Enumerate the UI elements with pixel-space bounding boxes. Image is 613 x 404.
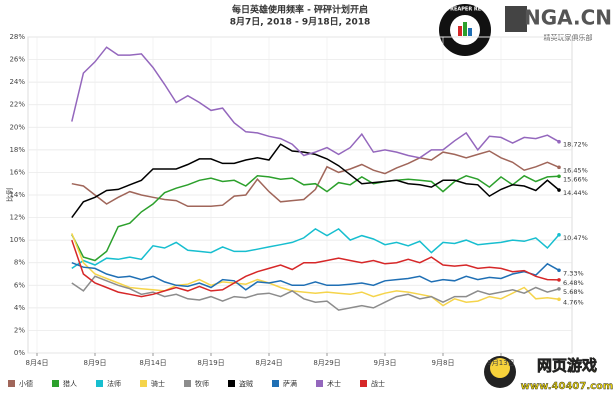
chart-subtitle: 8月7日, 2018 - 9月18日, 2018 [230,17,371,28]
line-series [71,275,560,311]
end-point [557,139,561,144]
end-point [557,174,561,179]
value-label: 7.33% [563,269,584,277]
end-point [557,233,561,237]
end-point [557,268,561,273]
x-tick-label: 8月9日 [84,359,107,367]
legend-label: 法师 [107,379,121,388]
x-tick-label: 8月14日 [139,359,166,367]
line-series [71,46,560,159]
reaper-text: DATA REAPER REPORT [434,7,497,13]
x-tick-label: 8月19日 [197,359,224,367]
legend-swatch [52,380,59,387]
end-point [557,165,561,170]
legend-label: 战士 [371,379,385,388]
y-tick-label: 14% [9,191,25,199]
legend-label: 盗贼 [239,379,253,388]
y-tick-label: 26% [9,56,25,64]
line-series [71,174,560,262]
value-label: 16.45% [563,166,588,174]
x-tick-label: 8月29日 [313,359,340,367]
legend-swatch [316,380,323,387]
value-label: 4.76% [563,298,584,306]
value-label: 5.68% [563,288,584,296]
y-tick-label: 28% [9,33,25,41]
legend-label: 萨满 [283,379,297,388]
y-tick-label: 18% [9,146,25,154]
end-point [557,188,561,192]
chart-title: 每日英雄使用频率 - 砰砰计划开启 [232,4,368,16]
legend-swatch [140,380,147,387]
line-series [71,150,560,208]
y-tick-label: 8% [14,259,25,267]
y-tick-label: 22% [9,101,25,109]
line-series [71,239,560,298]
legend-swatch [360,380,367,387]
value-label: 18.72% [563,141,588,149]
x-tick-label: 8月4日 [26,359,49,367]
legend-label: 骑士 [151,379,165,388]
y-tick-label: 20% [9,123,25,131]
x-tick-label: 8月24日 [255,359,282,367]
y-tick-label: 24% [9,78,25,86]
legend-swatch [228,380,235,387]
y-tick-label: 16% [9,168,25,176]
end-point [557,297,561,302]
y-tick-label: 10% [9,236,25,244]
x-tick-label: 9月13日 [487,359,514,367]
legend-label: 牧师 [195,379,209,388]
line-series [71,143,560,219]
y-tick-label: 4% [14,304,25,312]
value-label: 14.44% [563,189,588,197]
legend-label: 术士 [327,379,341,388]
y-tick-label: 0% [14,349,25,357]
value-label: 15.66% [563,175,588,183]
legend-swatch [8,380,15,387]
line-series [71,227,560,270]
legend-swatch [184,380,191,387]
value-label: 10.47% [563,234,588,242]
line-series [71,233,560,307]
y-tick-label: 2% [14,326,25,334]
site-text: 网页游戏 [537,357,597,375]
end-point [557,278,561,282]
y-tick-label: 12% [9,214,25,222]
line-series [71,262,560,291]
legend-label: 小德 [19,379,33,388]
legend-label: 猎人 [63,379,77,388]
value-label: 6.48% [563,279,584,287]
end-point [557,287,561,291]
x-tick-label: 9月3日 [374,359,397,367]
site-url: www.40407.com [521,381,613,392]
x-tick-label: 9月8日 [432,359,455,367]
legend-swatch [96,380,103,387]
legend-swatch [272,380,279,387]
y-tick-label: 6% [14,281,25,289]
y-axis-label: 比例 [5,188,14,202]
site-logo: 网页游戏 www.40407.com [484,356,613,392]
nga-text: NGA.CN [524,6,612,30]
